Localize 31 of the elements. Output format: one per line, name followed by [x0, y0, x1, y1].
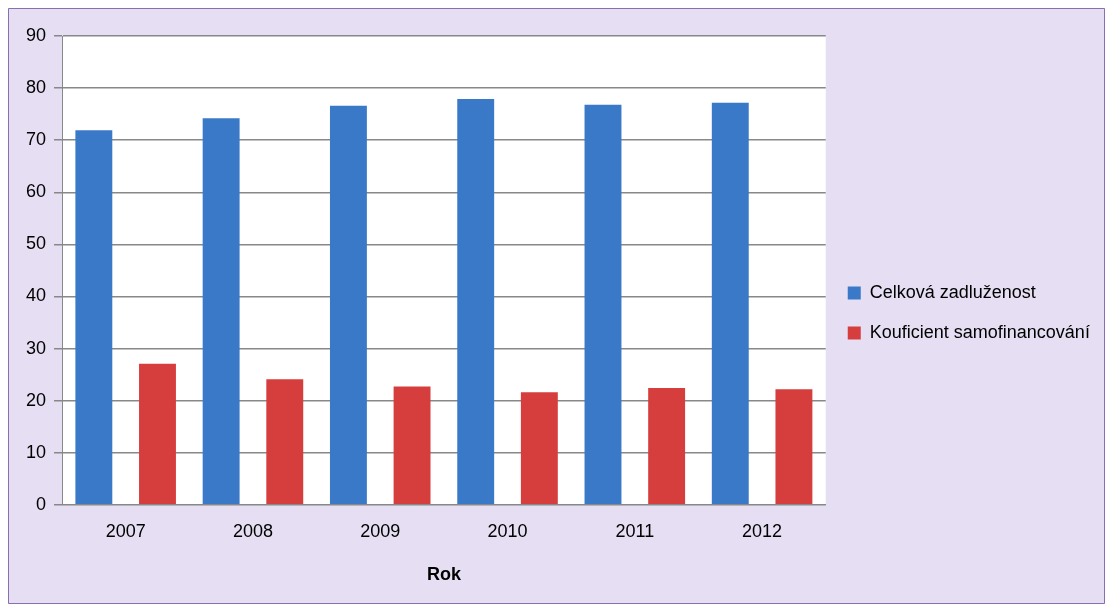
x-axis-title: Rok [426, 564, 462, 585]
y-tick-label: 30 [25, 337, 47, 358]
x-tick-label: 2007 [105, 520, 146, 541]
bar [711, 102, 749, 505]
y-tick-label: 20 [25, 389, 47, 410]
x-tick-label: 2008 [232, 520, 273, 541]
x-tick-label: 2012 [742, 520, 783, 541]
legend-label: Kouficient samofinancování [869, 321, 1090, 342]
bar [329, 105, 367, 505]
y-tick-label: 0 [36, 493, 47, 514]
bar [202, 118, 240, 505]
bar [775, 389, 813, 505]
bar [266, 379, 304, 505]
y-tick-label: 10 [25, 441, 47, 462]
x-tick-label: 2010 [487, 520, 528, 541]
x-tick-label: 2009 [360, 520, 401, 541]
y-tick-label: 70 [25, 129, 47, 150]
bar [139, 363, 176, 505]
bar [457, 99, 495, 505]
y-tick-label: 80 [25, 77, 47, 98]
y-tick-label: 40 [25, 285, 47, 306]
bar [648, 388, 686, 505]
bar [393, 386, 431, 505]
y-tick-label: 90 [25, 24, 47, 45]
y-tick-label: 50 [25, 233, 47, 254]
y-tick-label: 60 [25, 181, 47, 202]
bar [584, 104, 622, 505]
legend-label: Celková zadluženost [869, 281, 1036, 302]
bar [520, 392, 558, 505]
x-tick-label: 2011 [615, 520, 655, 541]
bar [75, 130, 113, 505]
